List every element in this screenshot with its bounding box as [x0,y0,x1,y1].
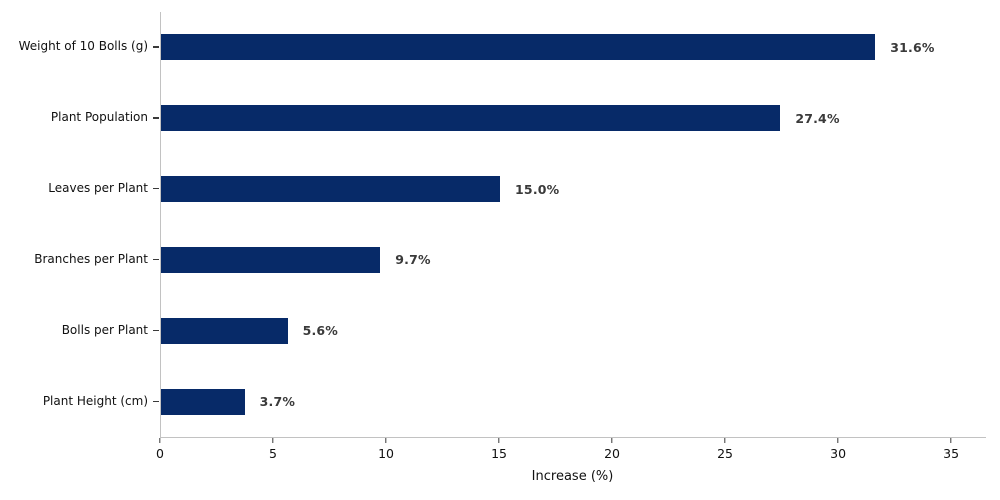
y-tick [153,46,159,48]
chart-row: 27.4% [161,83,986,154]
x-tick-label: 15 [491,446,507,461]
y-tick [153,117,159,119]
x-tick [611,438,613,443]
y-tick [153,329,159,332]
x-tick-label: 0 [156,446,164,461]
bar [161,105,781,132]
bar [161,176,501,203]
bar [161,388,245,415]
category-label: Bolls per Plant [61,322,148,337]
x-tick-label: 10 [378,446,394,461]
bar-value-label: 27.4% [795,110,840,126]
y-tick [153,258,159,261]
category-label: Plant Population [50,110,148,125]
x-tick [724,438,726,443]
x-tick [837,438,839,443]
x-tick [385,438,387,443]
x-tick-label: 5 [269,446,277,461]
x-tick [159,438,161,443]
bar-value-label: 9.7% [395,252,431,268]
category-label: Weight of 10 Bolls (g) [18,39,148,54]
chart-row: 9.7% [161,225,986,296]
bar [161,317,288,344]
category-label: Branches per Plant [34,251,148,266]
bar [161,246,381,273]
x-tick [950,438,952,443]
category-label: Plant Height (cm) [42,393,148,408]
x-tick-label: 20 [604,446,620,461]
bar-value-label: 5.6% [302,323,339,339]
chart-row: 3.7% [161,366,986,437]
bar-value-label: 31.6% [890,39,935,55]
x-axis-label: Increase (%) [531,469,614,484]
x-tick [498,438,500,443]
y-tick [153,188,159,190]
chart-row: 15.0% [161,154,986,225]
x-tick-label: 35 [943,446,960,461]
bar-value-label: 3.7% [259,394,296,410]
bar [161,34,876,61]
plot-area: 31.6% 27.4% 15.0% 9.7% 5.6% 3.7% [160,12,986,438]
category-label: Leaves per Plant [48,181,148,196]
x-tick-label: 30 [830,446,847,461]
bar-value-label: 15.0% [515,181,560,197]
chart-row: 5.6% [161,295,986,366]
y-tick [153,400,159,402]
chart-row: 31.6% [161,12,986,83]
x-tick-label: 25 [717,446,734,461]
x-tick [272,438,274,443]
